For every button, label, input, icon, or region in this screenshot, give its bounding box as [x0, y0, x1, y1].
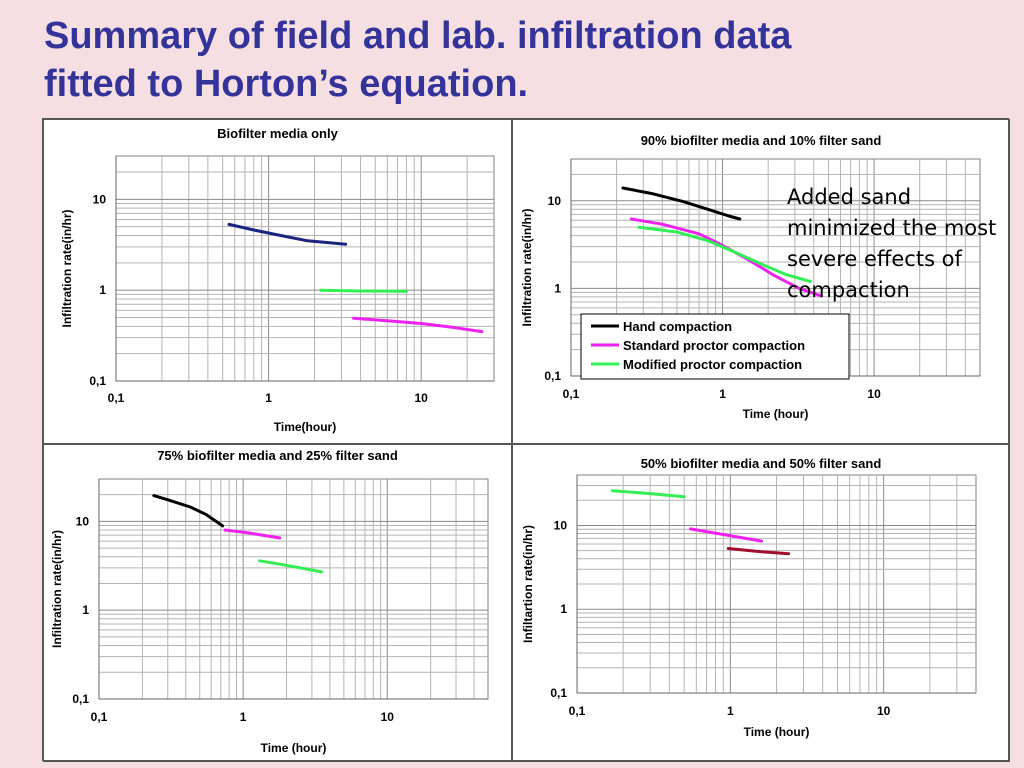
y-tick-label: 0,1 — [72, 692, 89, 706]
callout-text: Added sand minimized the most severe eff… — [787, 182, 1017, 306]
chart-3: 0,1 1 10 0,1 1 10 75% biofilter media and 25% … — [50, 448, 489, 755]
x-tick-label: 10 — [877, 704, 891, 718]
series-line-3 — [726, 547, 791, 556]
callout-line-1: Added sand — [787, 185, 912, 209]
y-tick-label: 1 — [560, 602, 567, 616]
y-tick-label: 0,1 — [89, 374, 106, 388]
series-line-2 — [223, 528, 282, 540]
chart-1: 0,1 1 10 0,1 1 10 Biofilter media only Time(hou… — [60, 126, 495, 434]
x-axis-label: Time(hour) — [274, 420, 336, 434]
series-line-1 — [152, 494, 225, 528]
chart-title: 50% biofilter media and 50% filter sand — [641, 456, 882, 471]
chart-2: 0,1 1 10 0,1 1 10 90% biofilter media and 10% … — [520, 133, 981, 421]
callout-line-2: minimized the most — [787, 216, 997, 240]
panel-border-3 — [43, 444, 512, 762]
x-tick-label: 10 — [415, 391, 429, 405]
y-tick-label: 1 — [82, 603, 89, 617]
x-tick-label: 1 — [719, 387, 726, 401]
legend-label: Modified proctor compaction — [623, 357, 802, 372]
charts-canvas: 0,1 1 10 0,1 1 10 Biofilter media only Time(hou… — [43, 119, 1010, 762]
series-line-3 — [352, 316, 484, 334]
series-line-3 — [637, 225, 812, 283]
plot-area — [115, 155, 495, 382]
panel-border-1 — [43, 119, 512, 444]
x-tick-label: 1 — [240, 710, 247, 724]
series-line-3 — [258, 559, 323, 574]
y-tick-label: 0,1 — [544, 369, 561, 383]
x-axis-label: Time (hour) — [743, 407, 809, 421]
x-axis-label: Time (hour) — [261, 741, 327, 755]
series-line-1 — [227, 222, 348, 246]
chart-title: 90% biofilter media and 10% filter sand — [641, 133, 882, 148]
callout-line-3: severe effects of — [787, 247, 962, 271]
legend-label: Standard proctor compaction — [623, 338, 805, 353]
x-tick-label: 0,1 — [108, 391, 125, 405]
chart-panel: 0,1 1 10 0,1 1 10 Biofilter media only Time(hou… — [42, 118, 1010, 762]
slide-title: Summary of field and lab. infiltration d… — [44, 12, 1004, 108]
x-axis-label: Time (hour) — [744, 725, 810, 739]
panel-border-2 — [512, 119, 1010, 444]
slide-title-line-2: fitted to Horton’s equation. — [44, 63, 529, 105]
legend-label: Hand compaction — [623, 319, 732, 334]
y-tick-label: 1 — [554, 281, 561, 295]
x-tick-label: 0,1 — [563, 387, 580, 401]
x-tick-label: 1 — [265, 391, 272, 405]
x-tick-label: 1 — [727, 704, 734, 718]
y-tick-label: 0,1 — [550, 686, 567, 700]
chart-title: Biofilter media only — [217, 126, 338, 141]
x-tick-label: 0,1 — [569, 704, 586, 718]
y-tick-label: 10 — [548, 194, 562, 208]
legend: Hand compaction Standard proctor compacti… — [580, 313, 850, 380]
legend-box — [580, 313, 850, 380]
plot-area — [98, 478, 489, 700]
y-tick-label: 10 — [76, 514, 90, 528]
y-axis-label: Infiltartion rate(in/hr) — [521, 525, 535, 643]
callout-line-4: compaction — [787, 278, 910, 302]
x-tick-label: 10 — [381, 710, 395, 724]
chart-4: 0,1 1 10 0,1 1 10 50% biofilter media and 50% … — [521, 456, 977, 739]
series-line-2 — [319, 288, 408, 293]
y-tick-label: 1 — [99, 283, 106, 297]
series-line-1 — [621, 186, 742, 221]
y-tick-label: 10 — [93, 192, 107, 206]
y-axis-label: Infiltration rate(in/hr) — [520, 209, 534, 327]
y-tick-label: 10 — [554, 518, 568, 532]
chart-title: 75% biofilter media and 25% filter sand — [157, 448, 398, 463]
series-line-2 — [689, 527, 764, 543]
x-tick-label: 10 — [867, 387, 881, 401]
panel-border-4 — [512, 444, 1010, 762]
series-line-1 — [610, 489, 686, 499]
y-axis-label: Infiltration rate(in/hr) — [50, 530, 64, 648]
x-tick-label: 0,1 — [91, 710, 108, 724]
slide-title-line-1: Summary of field and lab. infiltration d… — [44, 15, 792, 57]
y-axis-label: Infiltration rate(in/hr) — [60, 210, 74, 328]
